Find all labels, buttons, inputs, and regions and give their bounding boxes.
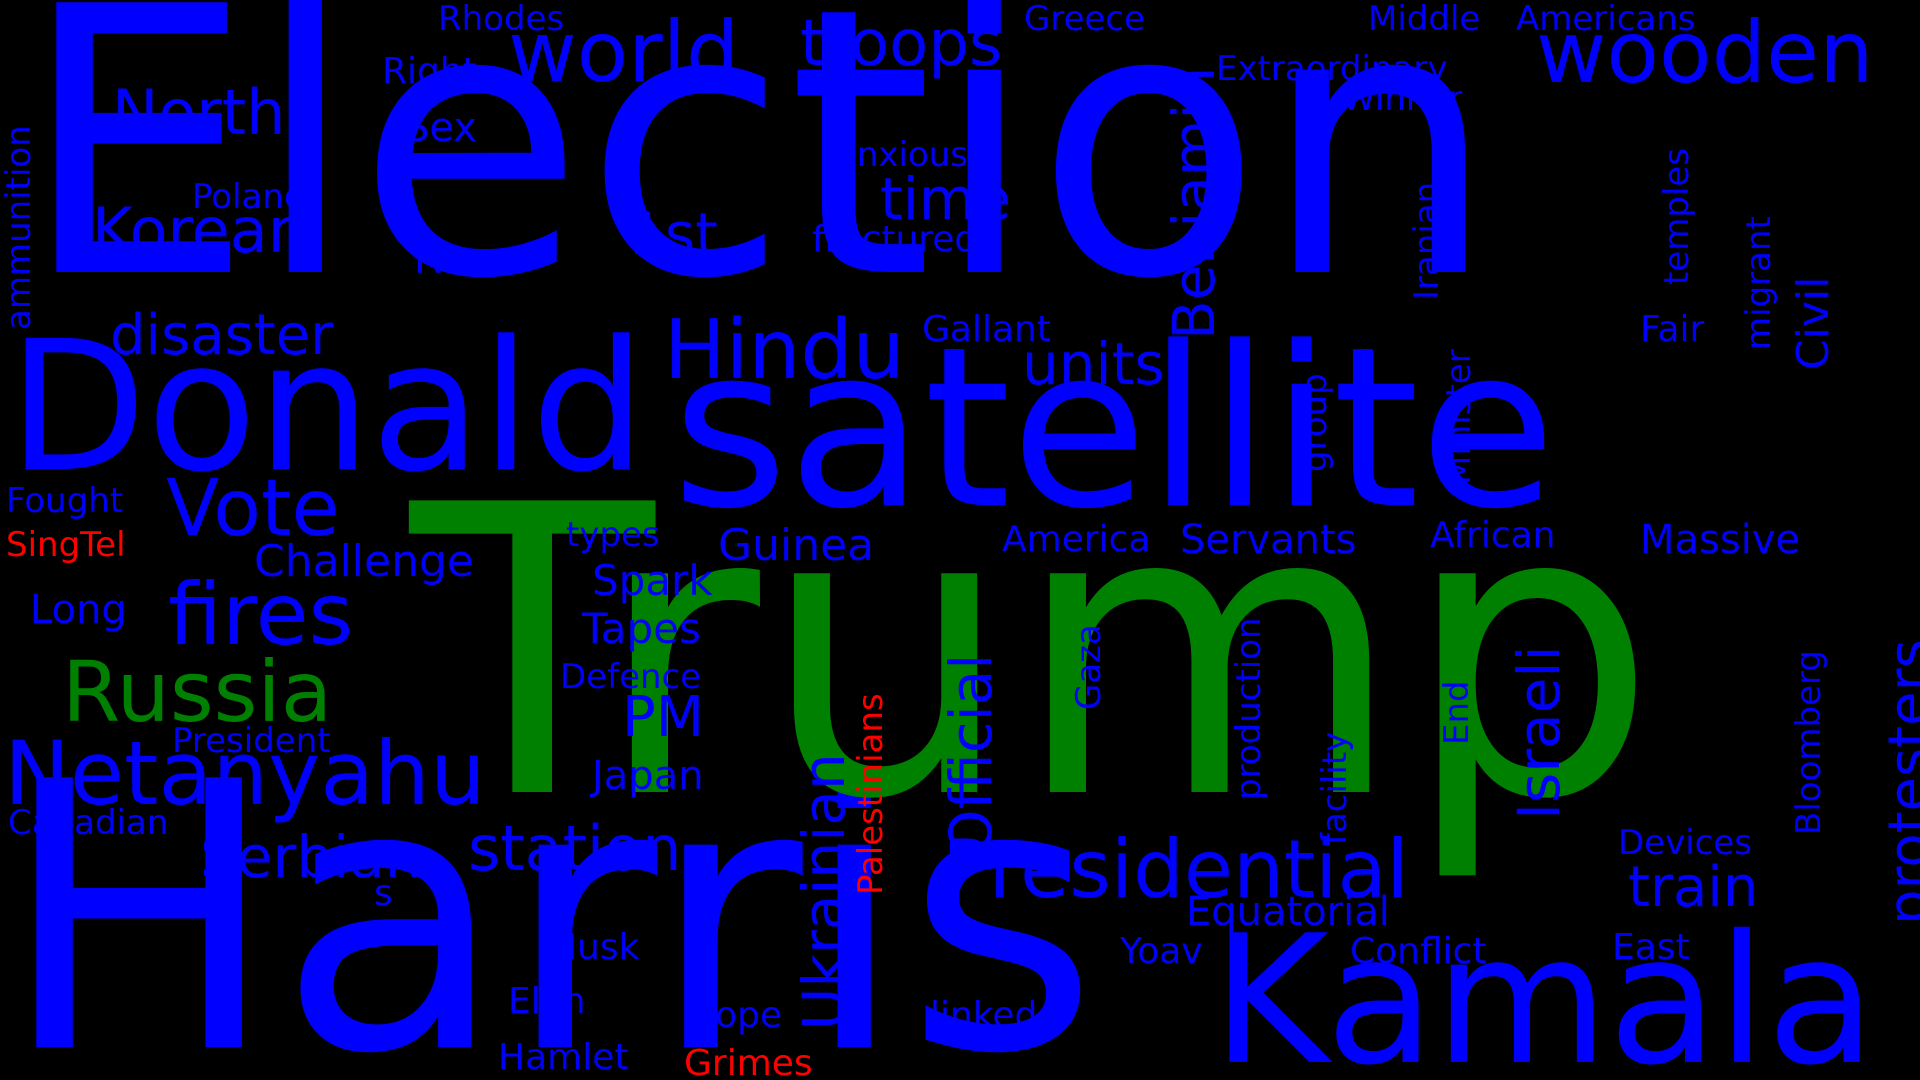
- word-hamlet: Hamlet: [498, 1037, 629, 1078]
- word-civil: Civil: [1788, 276, 1839, 370]
- word-poland: Poland: [192, 177, 306, 217]
- word-defence: Defence: [560, 657, 702, 697]
- word-vote: Vote: [166, 464, 340, 554]
- word-african: African: [1430, 515, 1556, 556]
- word-winner: Winner: [1342, 79, 1463, 119]
- word-palestinians: Palestinians: [851, 693, 891, 895]
- word-units: units: [1022, 330, 1165, 398]
- word-greece: Greece: [1024, 0, 1146, 39]
- word-satellite: satellite: [672, 300, 1556, 558]
- word-world: world: [508, 3, 740, 101]
- word-fractured: fractured: [812, 219, 978, 260]
- word-donald: Donald: [8, 303, 646, 512]
- word-migrant: migrant: [1739, 216, 1779, 350]
- word-gallant: Gallant: [922, 309, 1051, 350]
- word-kamala: Kamala: [1212, 897, 1876, 1080]
- word-yoav: Yoav: [1120, 931, 1203, 972]
- word-middle: Middle: [1368, 0, 1481, 39]
- word-benjamin: Benjamin: [1160, 66, 1228, 340]
- word-time: time: [880, 165, 1012, 233]
- word-anxious: anxious: [836, 135, 969, 175]
- word-wooden: wooden: [1536, 3, 1874, 103]
- word-end: End: [1437, 680, 1477, 745]
- word-right: Right: [382, 51, 477, 92]
- word-hindu: Hindu: [664, 303, 905, 398]
- word-long: Long: [30, 587, 127, 633]
- word-station: station: [468, 812, 682, 885]
- word-election: Election: [20, 0, 1497, 360]
- word-first: 1st: [628, 200, 718, 268]
- word-iranian: Iranian: [1407, 181, 1447, 300]
- word-americans: Americans: [1516, 0, 1696, 39]
- word-east: East: [1612, 927, 1690, 968]
- word-ukrainian: Ukrainian: [790, 753, 858, 1030]
- word-servants: Servants: [1180, 517, 1357, 563]
- word-fires: fires: [168, 565, 354, 665]
- word-devices: Devices: [1618, 823, 1752, 863]
- word-hope: Hope: [688, 995, 783, 1036]
- word-russia: Russia: [62, 643, 333, 741]
- word-fair: Fair: [1640, 309, 1705, 350]
- word-disaster: disaster: [110, 303, 334, 368]
- word-linked: linked: [930, 995, 1038, 1036]
- word-minister: Minister: [1439, 349, 1479, 485]
- word-netanyahu: Netanyahu: [4, 722, 486, 825]
- word-extraordinary: Extraordinary: [1216, 49, 1448, 89]
- word-group: group: [1295, 373, 1335, 472]
- word-gaza: Gaza: [1069, 624, 1109, 710]
- word-guinea: Guinea: [718, 520, 875, 571]
- word-equatorial: Equatorial: [1186, 889, 1390, 935]
- word-types: types: [566, 515, 660, 555]
- word-train: train: [1628, 855, 1759, 920]
- word-fought: Fought: [6, 481, 124, 521]
- word-official: Official: [937, 653, 1005, 855]
- word-singtel: SingTel: [6, 525, 126, 565]
- word-president: President: [172, 721, 331, 761]
- word-protesters: protesters: [1877, 639, 1920, 925]
- word-ammunition: ammunition: [0, 125, 39, 330]
- word-pm: PM: [622, 685, 705, 750]
- word-spark: Spark: [592, 556, 713, 605]
- word-rhodes: Rhodes: [438, 0, 565, 39]
- word-tapes: Tapes: [582, 604, 701, 653]
- word-canadian: Canadian: [8, 803, 169, 843]
- word-north: North: [112, 76, 286, 149]
- word-massive: Massive: [1640, 517, 1801, 563]
- word-production: production: [1229, 617, 1269, 800]
- word-harris: Harris: [0, 705, 1099, 1080]
- word-s: s: [374, 873, 393, 914]
- word-korean: Korean: [92, 194, 308, 267]
- word-challenge: Challenge: [254, 536, 474, 587]
- word-temples: temples: [1657, 147, 1697, 285]
- word-musk: Musk: [546, 927, 640, 968]
- word-troops: troops: [800, 7, 1003, 81]
- word-sex: Sex: [404, 105, 477, 151]
- word-trump: Trump: [410, 422, 1658, 887]
- word-serbian: Serbian: [200, 823, 422, 891]
- word-israeli: Israeli: [1505, 645, 1573, 820]
- word-row: Row: [414, 237, 498, 283]
- word-presidential: Presidential: [942, 823, 1409, 916]
- word-japan: Japan: [592, 753, 704, 799]
- word-grimes: Grimes: [684, 1043, 813, 1080]
- word-facility: facility: [1315, 731, 1355, 845]
- word-america: America: [1002, 519, 1151, 560]
- word-bloomberg: Bloomberg: [1789, 650, 1829, 835]
- word-elon: Elon: [508, 981, 586, 1022]
- word-conflict: Conflict: [1350, 931, 1487, 972]
